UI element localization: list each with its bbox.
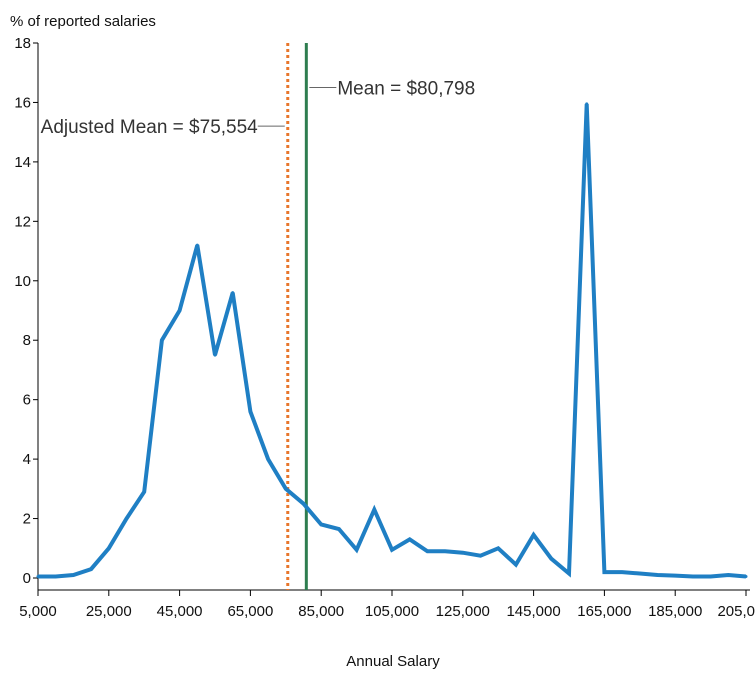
data-point <box>656 573 659 577</box>
data-point <box>195 243 199 247</box>
data-point <box>337 527 341 531</box>
data-point <box>248 410 252 414</box>
data-point <box>691 575 695 579</box>
series-layer <box>36 102 748 579</box>
x-axis-title: Annual Salary <box>346 653 440 670</box>
data-point <box>514 563 518 567</box>
data-point <box>496 546 500 550</box>
x-axis-ticks: 5,000 25,000 45,000 65,000 85,000 105,000 125,… <box>19 590 755 620</box>
data-point <box>638 572 642 576</box>
data-point <box>142 490 146 494</box>
data-point <box>567 572 571 576</box>
y-tick-label: 10 <box>14 273 31 290</box>
y-tick-label: 8 <box>23 332 31 349</box>
x-tick-label: 65,000 <box>227 603 273 620</box>
data-point <box>390 548 394 552</box>
data-point <box>673 574 677 578</box>
data-point <box>602 570 606 574</box>
y-tick-label: 18 <box>14 35 31 52</box>
x-tick-label: 165,000 <box>577 603 631 620</box>
y-axis-title: % of reported salaries <box>10 13 156 30</box>
y-axis-ticks: 0 2 4 6 8 10 12 14 16 18 <box>14 35 38 587</box>
y-tick-label: 12 <box>14 213 31 230</box>
x-tick-label: 45,000 <box>157 603 203 620</box>
data-point <box>36 575 40 579</box>
data-point <box>709 575 713 579</box>
data-point <box>125 517 128 521</box>
x-tick-label: 85,000 <box>298 603 344 620</box>
data-point <box>549 557 553 561</box>
data-point <box>726 573 730 577</box>
y-tick-label: 0 <box>23 570 31 587</box>
x-tick-label: 125,000 <box>436 603 490 620</box>
adjusted-mean-label: Adjusted Mean = $75,554 <box>41 117 259 138</box>
data-point <box>213 353 217 357</box>
x-tick-label: 205,0 <box>717 603 755 620</box>
y-tick-label: 14 <box>14 154 31 171</box>
data-point <box>585 102 589 106</box>
data-point <box>178 309 182 312</box>
data-point <box>302 502 305 506</box>
data-point <box>443 549 447 553</box>
data-point <box>107 546 111 550</box>
x-tick-label: 5,000 <box>19 603 57 620</box>
data-point <box>620 570 624 574</box>
data-point <box>231 291 235 295</box>
data-point <box>284 487 288 491</box>
data-point <box>266 457 270 461</box>
mean-label: Mean = $80,798 <box>337 79 475 100</box>
data-point <box>744 575 748 579</box>
y-tick-label: 4 <box>23 451 31 468</box>
data-point <box>425 549 429 553</box>
x-tick-label: 145,000 <box>506 603 560 620</box>
data-point <box>461 551 465 555</box>
x-tick-label: 185,000 <box>648 603 702 620</box>
data-point <box>89 567 93 571</box>
x-tick-label: 25,000 <box>86 603 132 620</box>
data-point <box>160 338 164 342</box>
axes <box>37 43 750 591</box>
data-point <box>71 573 75 577</box>
data-point <box>408 537 412 541</box>
data-point <box>319 523 323 526</box>
y-tick-label: 6 <box>23 392 31 409</box>
y-tick-label: 2 <box>23 511 31 528</box>
reference-lines: Adjusted Mean = $75,554 Mean = $80,798 <box>41 43 475 590</box>
data-point <box>355 548 359 552</box>
x-tick-label: 105,000 <box>365 603 419 620</box>
data-point <box>372 508 376 512</box>
data-point <box>54 575 58 579</box>
series-line <box>38 103 747 579</box>
y-tick-label: 16 <box>14 94 31 111</box>
data-point <box>479 554 482 558</box>
data-point <box>532 533 536 537</box>
